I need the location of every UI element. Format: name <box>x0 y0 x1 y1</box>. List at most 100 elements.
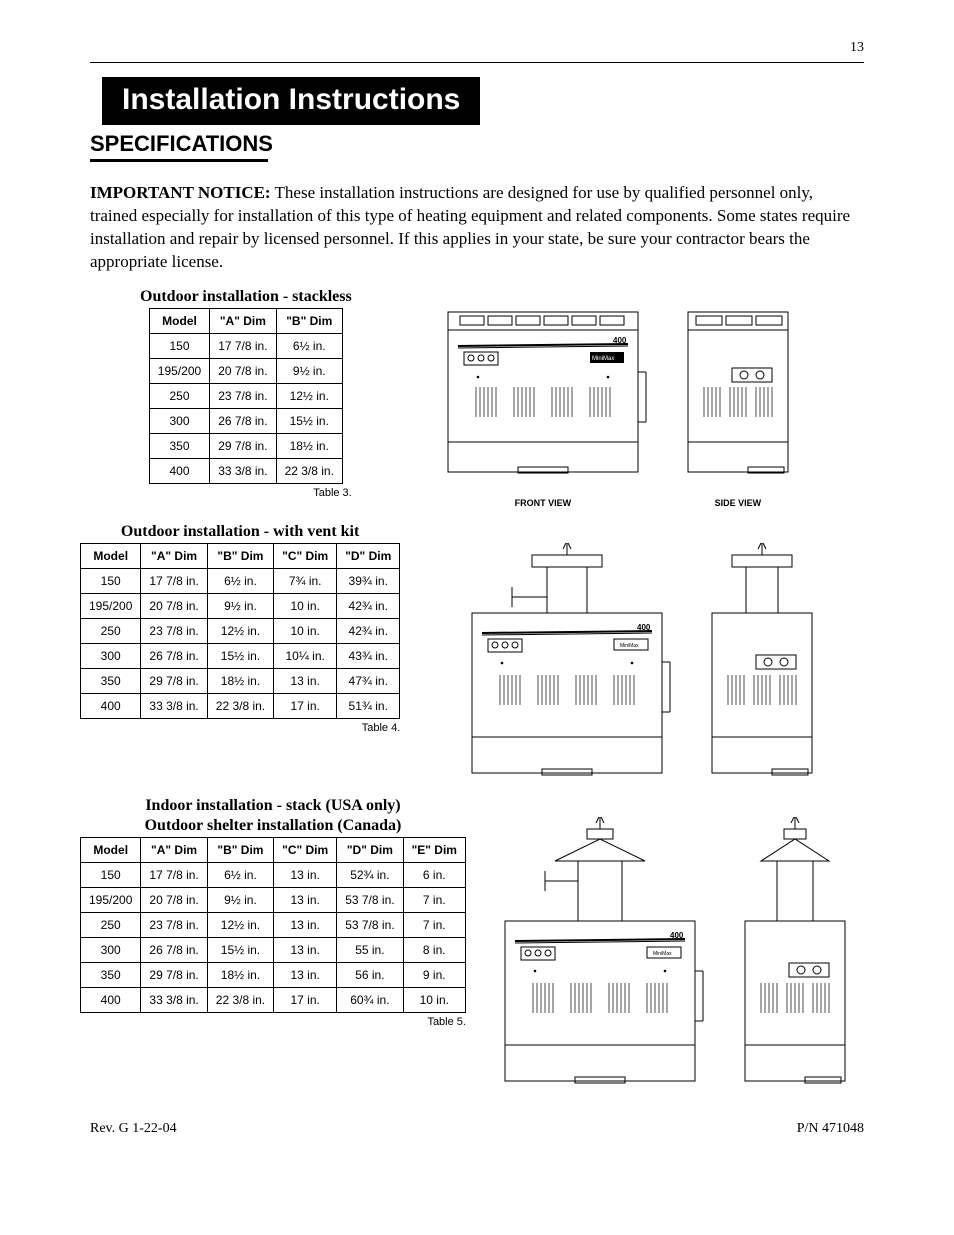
table3-row: 30026 7/8 in.15½ in. <box>149 408 342 433</box>
table3-cell: 15½ in. <box>276 408 342 433</box>
diagram-row-2: 400 MiniMax <box>420 523 864 787</box>
table4-cell: 47¾ in. <box>337 668 400 693</box>
table3-title: Outdoor installation - stackless <box>140 288 352 306</box>
table5-col5: "E" Dim <box>403 837 465 862</box>
table4-col0: Model <box>81 543 141 568</box>
table3-row: 195/20020 7/8 in.9½ in. <box>149 358 342 383</box>
table3-row: 25023 7/8 in.12½ in. <box>149 383 342 408</box>
diagram-side-stackless: SIDE VIEW <box>678 302 798 508</box>
banner-title: Installation Instructions <box>102 77 480 125</box>
table5-cell: 17 in. <box>274 987 337 1012</box>
table5-row: 35029 7/8 in.18½ in.13 in.56 in.9 in. <box>81 962 466 987</box>
table5: Model "A" Dim "B" Dim "C" Dim "D" Dim "E… <box>80 837 466 1013</box>
table4-cell: 22 3/8 in. <box>207 693 273 718</box>
table5-row: 40033 3/8 in.22 3/8 in.17 in.60¾ in.10 i… <box>81 987 466 1012</box>
table5-cell: 13 in. <box>274 937 337 962</box>
table4-title: Outdoor installation - with vent kit <box>80 523 400 541</box>
footer-pn: P/N 471048 <box>797 1121 864 1137</box>
table5-cell: 13 in. <box>274 887 337 912</box>
table3-col1: "A" Dim <box>210 308 276 333</box>
table5-cell: 18½ in. <box>207 962 273 987</box>
table5-cell: 29 7/8 in. <box>141 962 207 987</box>
table4-row: 195/20020 7/8 in.9½ in.10 in.42¾ in. <box>81 593 400 618</box>
table4-cell: 17 in. <box>274 693 337 718</box>
table3-block: Outdoor installation - stackless Model "… <box>140 288 352 513</box>
table5-row: 195/20020 7/8 in.9½ in.13 in.53 7/8 in.7… <box>81 887 466 912</box>
table4-col2: "B" Dim <box>207 543 273 568</box>
table5-cell: 60¾ in. <box>337 987 403 1012</box>
table5-cell: 17 7/8 in. <box>141 862 207 887</box>
side-view-label: SIDE VIEW <box>678 498 798 508</box>
table3-header-row: Model "A" Dim "B" Dim <box>149 308 342 333</box>
table5-cell: 52¾ in. <box>337 862 403 887</box>
table4-cell: 39¾ in. <box>337 568 400 593</box>
svg-text:MiniMax: MiniMax <box>592 356 614 362</box>
table3-cell: 400 <box>149 458 209 483</box>
table4-cell: 195/200 <box>81 593 141 618</box>
diagram-row-1: 400 MiniMax FRONT <box>372 288 864 513</box>
table3-cell: 350 <box>149 433 209 458</box>
table3-cell: 20 7/8 in. <box>210 358 276 383</box>
table5-title-line2: Outdoor shelter installation (Canada) <box>80 817 466 835</box>
table5-cell: 55 in. <box>337 937 403 962</box>
table5-block: Indoor installation - stack (USA only) O… <box>80 797 466 1101</box>
table5-col4: "D" Dim <box>337 837 403 862</box>
table5-cell: 10 in. <box>403 987 465 1012</box>
table4-cell: 250 <box>81 618 141 643</box>
table4-cell: 300 <box>81 643 141 668</box>
table5-cell: 13 in. <box>274 862 337 887</box>
table4-cell: 18½ in. <box>207 668 273 693</box>
svg-text:400: 400 <box>613 336 627 345</box>
table4-cell: 51¾ in. <box>337 693 400 718</box>
svg-text:400: 400 <box>670 931 684 940</box>
table5-cell: 6 in. <box>403 862 465 887</box>
table3-cell: 6½ in. <box>276 333 342 358</box>
footer-rev: Rev. G 1-22-04 <box>90 1121 177 1137</box>
table3-row: 15017 7/8 in.6½ in. <box>149 333 342 358</box>
table3-cell: 250 <box>149 383 209 408</box>
table5-cell: 350 <box>81 962 141 987</box>
table5-row: 30026 7/8 in.15½ in.13 in.55 in.8 in. <box>81 937 466 962</box>
table4-row: 25023 7/8 in.12½ in.10 in.42¾ in. <box>81 618 400 643</box>
table5-cell: 7 in. <box>403 912 465 937</box>
table4-cell: 23 7/8 in. <box>141 618 207 643</box>
table5-cell: 9 in. <box>403 962 465 987</box>
table4-col1: "A" Dim <box>141 543 207 568</box>
table5-col0: Model <box>81 837 141 862</box>
table3-cell: 150 <box>149 333 209 358</box>
table3-cell: 26 7/8 in. <box>210 408 276 433</box>
table3-col2: "B" Dim <box>276 308 342 333</box>
table5-row: 15017 7/8 in.6½ in.13 in.52¾ in.6 in. <box>81 862 466 887</box>
table4-cell: 42¾ in. <box>337 618 400 643</box>
svg-text:MiniMax: MiniMax <box>620 643 639 649</box>
table4-cell: 33 3/8 in. <box>141 693 207 718</box>
table4-cell: 13 in. <box>274 668 337 693</box>
table4-row: 30026 7/8 in.15½ in.10¼ in.43¾ in. <box>81 643 400 668</box>
table5-cell: 150 <box>81 862 141 887</box>
table3-cell: 12½ in. <box>276 383 342 408</box>
table3-cell: 18½ in. <box>276 433 342 458</box>
table3-row: 35029 7/8 in.18½ in. <box>149 433 342 458</box>
table4-cell: 9½ in. <box>207 593 273 618</box>
top-rule <box>90 62 864 63</box>
table5-header-row: Model "A" Dim "B" Dim "C" Dim "D" Dim "E… <box>81 837 466 862</box>
table4-cell: 150 <box>81 568 141 593</box>
table4-cell: 43¾ in. <box>337 643 400 668</box>
diagram-front-stack: 400 MiniMax <box>495 811 705 1101</box>
table5-cell: 22 3/8 in. <box>207 987 273 1012</box>
table5-cell: 20 7/8 in. <box>141 887 207 912</box>
table3-cell: 195/200 <box>149 358 209 383</box>
table5-caption: Table 5. <box>80 1016 466 1028</box>
notice-bold: IMPORTANT NOTICE: <box>90 183 271 202</box>
table3-col0: Model <box>149 308 209 333</box>
table4-cell: 10¼ in. <box>274 643 337 668</box>
table4-cell: 42¾ in. <box>337 593 400 618</box>
table3-cell: 23 7/8 in. <box>210 383 276 408</box>
table5-cell: 250 <box>81 912 141 937</box>
table4-cell: 10 in. <box>274 593 337 618</box>
table4-cell: 15½ in. <box>207 643 273 668</box>
table4-row: 40033 3/8 in.22 3/8 in.17 in.51¾ in. <box>81 693 400 718</box>
table5-cell: 400 <box>81 987 141 1012</box>
table5-cell: 23 7/8 in. <box>141 912 207 937</box>
table4-cell: 6½ in. <box>207 568 273 593</box>
